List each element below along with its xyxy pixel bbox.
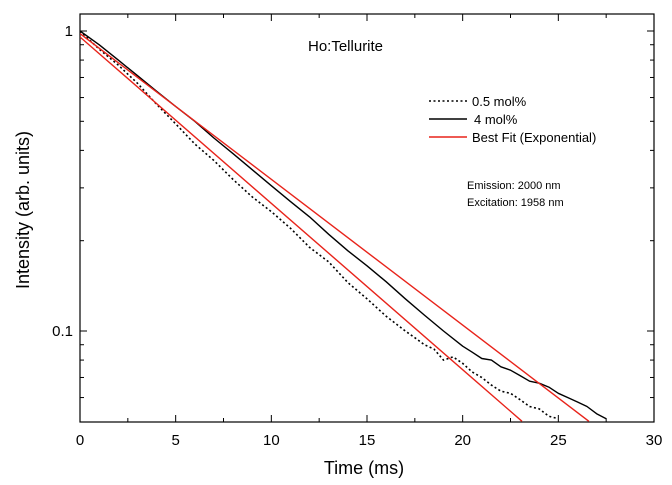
annotation-excitation: Excitation: 1958 nm [467,197,564,209]
x-tick-label: 10 [263,432,280,449]
x-axis-title: Time (ms) [324,458,404,478]
chart-title: Ho:Tellurite [308,38,383,55]
x-tick-label: 5 [171,432,179,449]
x-tick-label: 20 [454,432,471,449]
legend-label-4-mol: 4 mol% [474,112,518,127]
y-tick-label: 0.1 [52,323,73,340]
x-tick-label: 25 [550,432,567,449]
legend: 0.5 mol% 4 mol% Best Fit (Exponential) [429,94,596,145]
annotation-emission: Emission: 2000 nm [467,180,561,192]
series-line-best-fit-exponential [80,36,523,422]
series-layer [80,30,607,422]
legend-label-0-5-mol: 0.5 mol% [472,94,527,109]
x-tick-label: 0 [76,432,84,449]
series-line-4-mol [80,30,607,420]
plot-area-border [79,13,655,423]
y-tick-label: 1 [65,23,73,40]
x-tick-label: 30 [646,432,663,449]
legend-label-best-fit: Best Fit (Exponential) [472,130,596,145]
series-line-fit-line-3 [80,33,590,422]
y-axis-title: Intensity (arb. units) [13,131,33,289]
axis-ticks: 0 5 10 15 20 25 30 1 0.1 [52,14,662,449]
plot-frame [79,13,655,423]
x-tick-label: 15 [359,432,376,449]
